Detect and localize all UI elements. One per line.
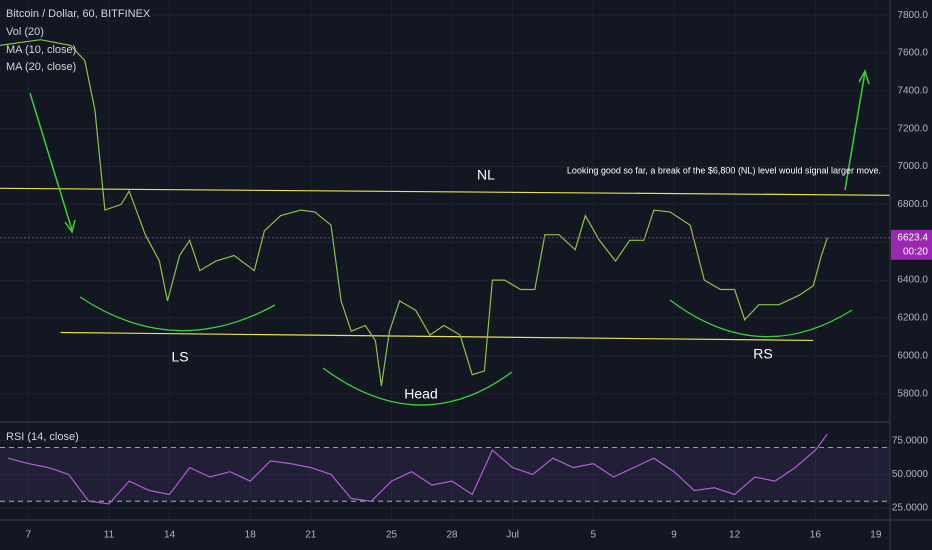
- countdown: 00:20: [903, 246, 928, 257]
- y-tick-label: 25.0000: [892, 503, 929, 514]
- y-tick-label: 6200.0: [897, 313, 928, 324]
- trend-line: [0, 187, 891, 196]
- price-label: 6623.4: [897, 232, 928, 243]
- y-tick-label: 7800.0: [897, 10, 928, 21]
- x-tick-label: 12: [729, 530, 741, 541]
- y-tick-label: 5800.0: [897, 388, 928, 399]
- y-tick-label: 7400.0: [897, 85, 928, 96]
- pattern-label: NL: [477, 167, 495, 183]
- trend-line: [60, 331, 814, 342]
- rsi-title: RSI (14, close): [6, 431, 79, 443]
- legend-item: MA (20, close): [6, 61, 76, 73]
- y-tick-label: 7600.0: [897, 48, 928, 59]
- x-tick-label: 18: [245, 530, 257, 541]
- legend-item: Vol (20): [6, 26, 44, 38]
- head-arc: [322, 367, 513, 406]
- annotation: Looking good so far, a break of the $6,8…: [567, 165, 881, 175]
- pattern-label: RS: [753, 346, 772, 362]
- legend-item: MA (10, close): [6, 44, 76, 56]
- price-line: [7, 433, 828, 505]
- chart-title: Bitcoin / Dollar, 60, BITFINEX: [6, 8, 151, 20]
- x-tick-label: Jul: [506, 530, 519, 541]
- right-shoulder-arc: [669, 299, 853, 338]
- pattern-label: LS: [171, 349, 188, 365]
- y-tick-label: 7200.0: [897, 123, 928, 134]
- y-tick-label: 6400.0: [897, 275, 928, 286]
- x-tick-label: 25: [386, 530, 398, 541]
- y-tick-label: 6000.0: [897, 350, 928, 361]
- x-tick-label: 16: [810, 530, 822, 541]
- x-tick-label: 11: [104, 530, 115, 541]
- x-tick-label: 21: [305, 530, 317, 541]
- price-label-box: [891, 229, 932, 260]
- price-line: [0, 39, 828, 387]
- x-tick-label: 5: [591, 530, 597, 541]
- pattern-label: Head: [404, 386, 437, 402]
- arrow: [844, 71, 866, 191]
- left-shoulder-arc: [79, 296, 276, 332]
- x-tick-label: 28: [447, 530, 459, 541]
- y-tick-label: 75.0000: [892, 435, 929, 446]
- arrow-head: [858, 69, 870, 85]
- arrow-head: [64, 219, 76, 234]
- y-tick-label: 6800.0: [897, 199, 928, 210]
- y-tick-label: 7000.0: [897, 161, 928, 172]
- x-tick-label: 14: [164, 530, 176, 541]
- y-tick-label: 50.0000: [892, 469, 929, 480]
- marks: [0, 39, 891, 505]
- rsi-band: [0, 447, 890, 502]
- x-tick-label: 19: [870, 530, 882, 541]
- x-tick-label: 7: [25, 530, 31, 541]
- arrow: [29, 92, 73, 231]
- x-tick-label: 9: [671, 530, 677, 541]
- grid: [0, 0, 890, 520]
